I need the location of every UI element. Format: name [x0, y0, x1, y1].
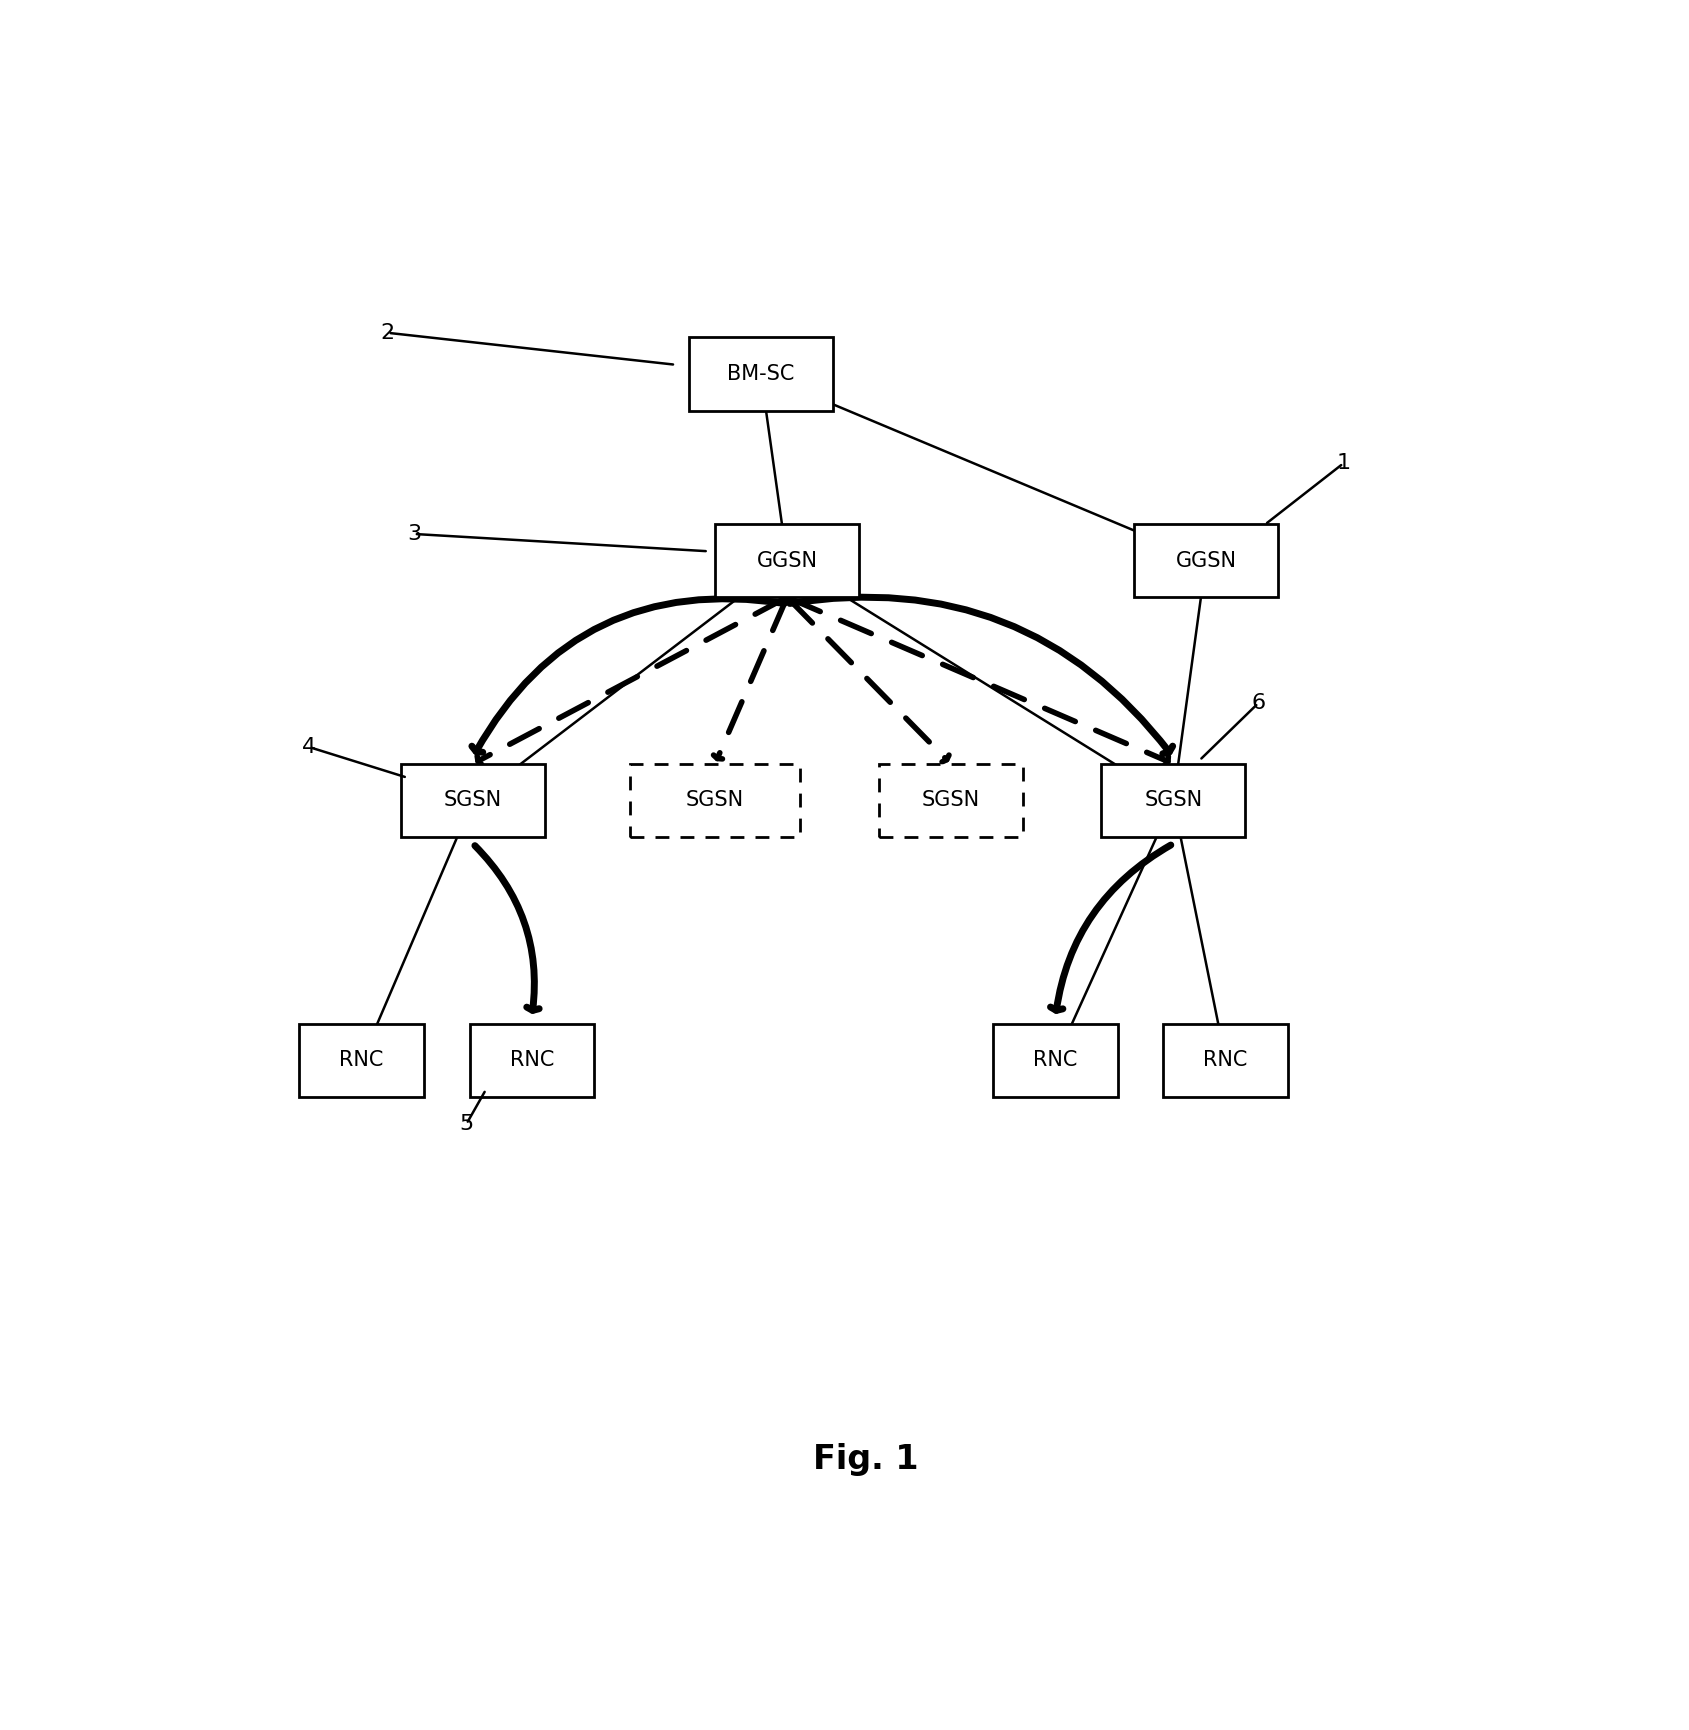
Text: SGSN: SGSN: [444, 791, 502, 810]
Text: Fig. 1: Fig. 1: [812, 1443, 919, 1476]
Text: GGSN: GGSN: [757, 550, 817, 571]
Text: 3: 3: [407, 524, 421, 543]
FancyBboxPatch shape: [1164, 1024, 1287, 1097]
Text: SGSN: SGSN: [1143, 791, 1203, 810]
FancyBboxPatch shape: [1133, 524, 1279, 597]
Text: SGSN: SGSN: [922, 791, 980, 810]
FancyBboxPatch shape: [714, 524, 860, 597]
Text: RNC: RNC: [1034, 1050, 1078, 1071]
FancyBboxPatch shape: [878, 763, 1022, 837]
Text: 1: 1: [1336, 453, 1351, 474]
FancyBboxPatch shape: [299, 1024, 424, 1097]
Text: 2: 2: [380, 324, 395, 343]
FancyBboxPatch shape: [630, 763, 801, 837]
FancyBboxPatch shape: [470, 1024, 595, 1097]
Text: GGSN: GGSN: [1176, 550, 1236, 571]
FancyBboxPatch shape: [689, 337, 833, 410]
Text: RNC: RNC: [1203, 1050, 1248, 1071]
Text: SGSN: SGSN: [686, 791, 745, 810]
Text: 4: 4: [302, 737, 316, 758]
Text: 5: 5: [459, 1114, 473, 1135]
Text: RNC: RNC: [339, 1050, 383, 1071]
FancyBboxPatch shape: [400, 763, 546, 837]
FancyBboxPatch shape: [1101, 763, 1245, 837]
Text: 6: 6: [1252, 694, 1265, 713]
FancyBboxPatch shape: [993, 1024, 1118, 1097]
Text: RNC: RNC: [510, 1050, 554, 1071]
Text: BM-SC: BM-SC: [728, 363, 794, 384]
